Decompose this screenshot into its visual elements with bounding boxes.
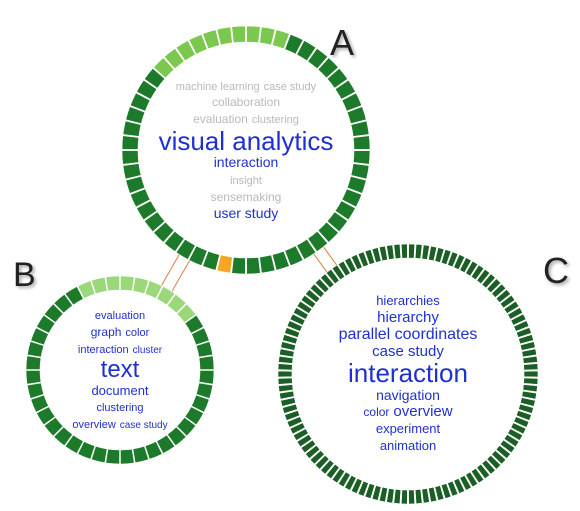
- word: case study: [120, 421, 168, 432]
- ring-segment: [279, 356, 294, 363]
- word: parallel coordinates: [339, 327, 478, 344]
- word: overview: [393, 404, 452, 420]
- word: clustering: [252, 115, 299, 127]
- ring-segment: [351, 121, 369, 136]
- word: evaluation: [193, 113, 248, 126]
- ring-segment: [394, 489, 401, 503]
- ring-segment: [415, 489, 422, 503]
- word: interaction: [348, 360, 468, 387]
- word: collaboration: [212, 96, 280, 109]
- ring-segment: [278, 371, 292, 377]
- word: graph: [91, 326, 122, 339]
- word: insight: [230, 176, 262, 188]
- word: interaction: [78, 345, 129, 357]
- ring-segment: [353, 136, 370, 150]
- word: experiment: [376, 422, 440, 436]
- node-c[interactable]: hierarchies hierarchyparallel coordinates…: [278, 244, 538, 504]
- word: visual analytics: [159, 128, 334, 155]
- word: color: [363, 406, 389, 419]
- ring-segment: [120, 276, 134, 291]
- ring-segment: [123, 164, 141, 179]
- ring-segment: [387, 488, 395, 503]
- ring-segment: [401, 490, 407, 504]
- word: hierarchies: [376, 294, 440, 308]
- word: cluster: [133, 346, 162, 357]
- ring-segment: [217, 255, 232, 273]
- ring-segment: [260, 27, 275, 45]
- ring-segment: [26, 356, 41, 370]
- node-inner: hierarchies hierarchyparallel coordinates…: [294, 260, 522, 488]
- node-b[interactable]: evaluation graphcolor interaction clusterte…: [26, 276, 214, 464]
- word: document: [91, 384, 148, 398]
- ring-segment: [260, 255, 275, 273]
- word: clustering: [96, 403, 143, 415]
- ring-segment: [523, 356, 538, 363]
- ring-segment: [247, 26, 261, 43]
- ring-segment: [232, 257, 246, 274]
- node-label-c: C: [543, 250, 569, 292]
- ring-segment: [409, 490, 415, 504]
- node-label-b: B: [13, 256, 36, 295]
- ring-segment: [415, 244, 422, 258]
- ring-segment: [387, 245, 395, 260]
- ring-segment: [123, 121, 141, 136]
- ring-segment: [122, 151, 139, 165]
- ring-segment: [353, 151, 370, 165]
- ring-segment: [524, 378, 538, 385]
- ring-segment: [106, 276, 120, 291]
- node-inner: evaluation graphcolor interaction clusterte…: [42, 292, 198, 448]
- word: machine learning: [176, 82, 260, 94]
- word: evaluation: [95, 311, 145, 323]
- ring-segment: [26, 370, 41, 384]
- node-label-a: A: [330, 22, 354, 64]
- word: navigation: [376, 388, 440, 403]
- word: case study: [264, 82, 317, 94]
- ring-segment: [523, 385, 538, 392]
- word-cloud: machine learning case study collaboration e…: [157, 78, 336, 223]
- ring-segment: [199, 370, 214, 384]
- ring-segment: [524, 364, 538, 371]
- ring-segment: [524, 371, 538, 377]
- ring-segment: [120, 449, 134, 464]
- node-inner: machine learning case study collaboration e…: [140, 44, 352, 256]
- word: overview: [72, 420, 115, 432]
- ring-segment: [232, 26, 246, 43]
- diagram-stage: machine learning case study collaboration e…: [0, 0, 580, 511]
- ring-segment: [422, 488, 430, 503]
- ring-segment: [278, 364, 292, 371]
- word: hierarchy: [377, 310, 439, 326]
- word: text: [101, 357, 140, 382]
- ring-segment: [217, 27, 232, 45]
- ring-segment: [422, 245, 430, 260]
- word: user study: [214, 206, 279, 221]
- ring-segment: [351, 164, 369, 179]
- ring-segment: [401, 244, 407, 258]
- word: case study: [372, 344, 444, 360]
- ring-segment: [409, 244, 415, 258]
- word-cloud: evaluation graphcolor interaction clusterte…: [70, 307, 169, 433]
- ring-segment: [122, 136, 139, 150]
- word: animation: [380, 439, 436, 453]
- ring-segment: [394, 244, 401, 258]
- word-cloud: hierarchies hierarchyparallel coordinates…: [337, 293, 480, 455]
- word: sensemaking: [211, 191, 282, 204]
- word: color: [125, 328, 149, 340]
- ring-segment: [278, 378, 292, 385]
- word: interaction: [214, 155, 279, 170]
- ring-segment: [199, 356, 214, 370]
- ring-segment: [279, 385, 294, 392]
- ring-segment: [247, 257, 261, 274]
- ring-segment: [106, 449, 120, 464]
